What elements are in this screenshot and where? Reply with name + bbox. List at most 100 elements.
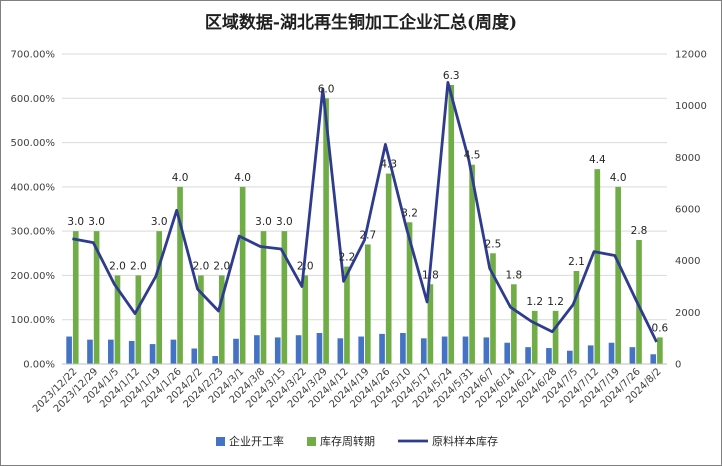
bar-inventory-turnover: [490, 253, 496, 364]
left-tick-label: 400.00%: [11, 182, 56, 193]
left-tick-label: 600.00%: [11, 94, 56, 105]
left-tick-label: 100.00%: [11, 315, 56, 326]
left-tick-label: 200.00%: [11, 271, 56, 282]
bar-inventory-turnover: [302, 275, 309, 364]
bar-operating-rate: [170, 339, 177, 364]
left-tick-label: 700.00%: [11, 50, 56, 61]
chart-title: 区域数据-湖北再生铜加工企业汇总(周度): [204, 13, 518, 33]
data-label-turnover: 2.0: [109, 260, 126, 272]
bar-inventory-turnover: [552, 310, 559, 364]
bar-operating-rate: [629, 347, 636, 364]
data-label-turnover: 3.0: [276, 216, 293, 228]
bar-operating-rate: [566, 350, 573, 364]
bar-operating-rate: [650, 354, 657, 364]
bar-operating-rate: [587, 345, 594, 364]
left-axis-ticks: 0.00% 100.00% 200.00% 300.00% 400.00% 500.00%…: [11, 50, 56, 371]
bar-operating-rate: [254, 335, 260, 364]
bar-inventory-turnover: [260, 231, 267, 364]
data-label-turnover: 1.2: [526, 296, 543, 308]
right-tick-label: 4000: [675, 256, 700, 267]
line-raw-material-inventory: [72, 81, 658, 343]
bar-inventory-turnover: [344, 266, 350, 364]
line-marks: [72, 81, 658, 343]
bar-inventory-turnover: [156, 231, 163, 364]
bar-inventory-turnover: [385, 173, 392, 364]
data-label-turnover: 2.0: [130, 260, 147, 272]
left-tick-label: 300.00%: [11, 227, 56, 238]
data-label-turnover: 3.0: [151, 216, 168, 228]
data-label-turnover: 2.0: [297, 260, 314, 272]
right-tick-label: 12000: [675, 50, 707, 61]
data-label-turnover: 3.2: [401, 207, 418, 219]
data-label-turnover: 4.0: [172, 172, 189, 184]
right-tick-label: 2000: [675, 308, 700, 319]
data-label-turnover: 0.6: [652, 322, 669, 334]
bar-inventory-turnover: [511, 284, 517, 364]
bar-inventory-turnover: [93, 231, 100, 364]
bar-inventory-turnover: [406, 222, 413, 364]
bar-inventory-turnover: [218, 275, 225, 364]
bar-operating-rate: [316, 333, 323, 364]
bar-operating-rate: [441, 336, 448, 364]
data-label-turnover: 2.5: [485, 238, 502, 250]
bar-inventory-turnover: [72, 231, 79, 364]
data-label-turnover: 4.0: [610, 172, 627, 184]
bar-inventory-turnover: [177, 186, 183, 364]
bar-operating-rate: [87, 339, 93, 364]
bar-inventory-turnover: [615, 186, 621, 364]
bar-operating-rate: [379, 333, 385, 364]
bar-operating-rate: [546, 348, 552, 364]
bar-operating-rate: [295, 335, 302, 364]
data-label-turnover: 4.3: [380, 159, 397, 171]
bar-operating-rate: [400, 333, 406, 364]
gridlines: [62, 53, 667, 321]
bar-inventory-turnover: [573, 271, 580, 364]
left-tick-label: 500.00%: [11, 138, 56, 149]
bar-operating-rate: [191, 348, 198, 364]
bar-inventory-turnover: [427, 284, 434, 364]
data-label-turnover: 6.0: [318, 83, 335, 95]
bar-operating-rate: [274, 337, 281, 364]
legend-label-raw-material-inventory: 原料样本库存: [432, 434, 498, 448]
bar-inventory-turnover: [448, 85, 455, 364]
bar-inventory-turnover: [594, 169, 601, 364]
data-label-turnover: 6.3: [443, 70, 460, 82]
bar-operating-rate: [337, 338, 344, 364]
bar-operating-rate: [108, 339, 114, 364]
data-label-turnover: 1.8: [505, 269, 522, 281]
bar-inventory-turnover: [135, 275, 142, 364]
bar-operating-rate: [504, 342, 511, 364]
legend-label-operating-rate: 企业开工率: [229, 434, 284, 448]
bar-operating-rate: [149, 344, 156, 364]
bar-inventory-turnover: [531, 310, 538, 364]
bar-inventory-turnover: [657, 337, 663, 364]
data-label-turnover: 2.1: [568, 256, 585, 268]
data-label-turnover: 4.0: [234, 172, 251, 184]
data-label-turnover: 4.4: [589, 154, 606, 166]
data-label-turnover: 2.2: [339, 252, 356, 264]
data-labels: 3.0 3.02.0 2.03.04.02.0 2.04.03.0 3.02.06.02…: [67, 70, 668, 334]
right-tick-label: 10000: [675, 101, 707, 112]
bar-operating-rate: [525, 347, 531, 364]
bar-marks: [66, 85, 663, 365]
bar-inventory-turnover: [239, 186, 246, 364]
bar-operating-rate: [420, 338, 427, 364]
bar-operating-rate: [212, 356, 218, 364]
bar-operating-rate: [128, 340, 135, 364]
data-label-turnover: 2.8: [631, 225, 648, 237]
bar-inventory-turnover: [469, 164, 475, 364]
bar-operating-rate: [66, 336, 72, 364]
x-axis: 2023/12/222023/12/292024/1/52024/1/12202…: [31, 363, 667, 415]
bar-inventory-turnover: [114, 275, 121, 364]
data-label-turnover: 2.7: [359, 229, 376, 241]
data-label-turnover: 3.0: [67, 216, 84, 228]
bar-inventory-turnover: [636, 240, 642, 364]
data-label-turnover: 2.0: [213, 260, 230, 272]
bar-inventory-turnover: [281, 231, 288, 364]
legend: 企业开工率 库存周转期 原料样本库存: [216, 434, 498, 448]
data-label-turnover: 1.2: [547, 296, 564, 308]
left-tick-label: 0.00%: [23, 360, 55, 371]
legend-label-inventory-turnover: 库存周转期: [320, 434, 375, 448]
right-tick-label: 6000: [675, 205, 700, 216]
